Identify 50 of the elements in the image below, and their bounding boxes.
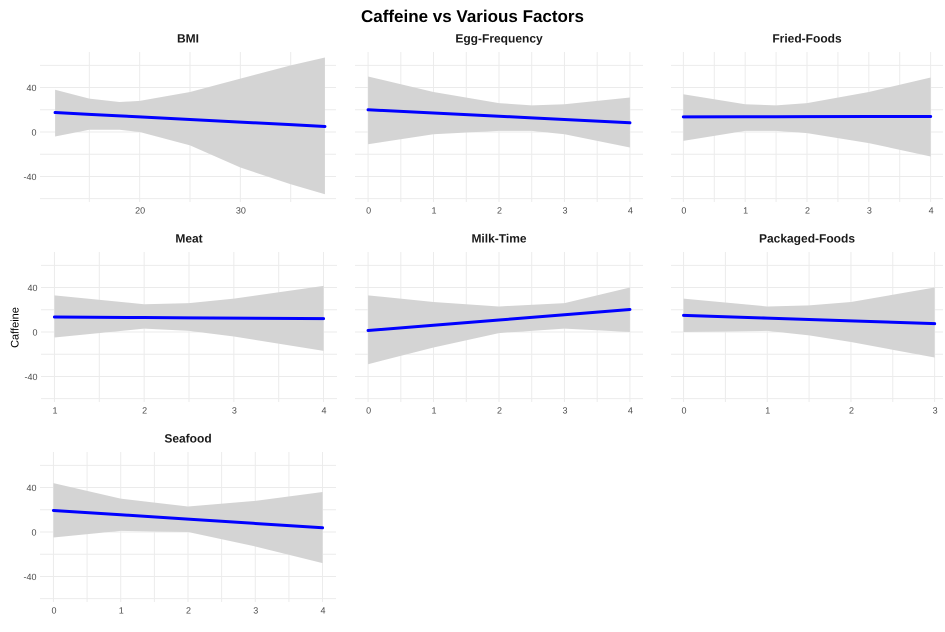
x-tick-label: 0 [681,206,686,216]
y-tick-label: 40 [27,283,38,294]
x-tick-label: 2 [186,606,192,616]
x-tick-label: 3 [232,406,237,416]
line-series [52,508,324,530]
x-tick-label: 3 [866,206,872,216]
y-axis-title: Caffeine [9,307,22,348]
x-tick-label: 4 [320,606,326,616]
x-tick-label: 30 [236,206,246,216]
x-tick-label: 2 [848,406,854,416]
x-tick-label: 3 [932,406,938,416]
x-tick-label: 4 [628,406,633,416]
x-tick-label: 0 [51,606,56,616]
x-tick-label: 4 [322,406,327,416]
x-tick-label: 0 [682,406,687,416]
x-tick-label: 3 [562,206,568,216]
chart-title: Fried-Foods [772,32,842,46]
y-tick-label: 0 [31,528,36,538]
chart-title: Milk-Time [471,232,527,246]
x-tick-label: 2 [496,206,502,216]
text: Caffeine vs Various Factors [360,6,585,28]
x-tick-label: 1 [118,606,124,616]
x-tick-label: 1 [743,206,748,216]
x-tick-label: 0 [366,406,372,416]
y-tick-label: -40 [23,172,36,182]
x-tick-label: 1 [432,406,437,416]
x-tick-label: 2 [496,406,502,416]
chart-title: BMI [177,32,199,46]
x-tick-label: 2 [804,206,810,216]
y-tick-label: -40 [23,572,36,582]
y-tick-label: 40 [26,83,36,94]
x-tick-label: 1 [765,406,770,416]
y-tick-label: 0 [32,328,38,338]
x-tick-label: 2 [142,406,148,416]
x-tick-label: 1 [432,206,437,216]
x-tick-label: 4 [928,206,934,216]
x-tick-label: 1 [52,406,58,416]
x-tick-label: 3 [562,406,568,416]
x-tick-label: 20 [135,206,146,216]
x-tick-label: 4 [628,206,633,216]
x-tick-label: 0 [366,206,372,216]
line-series [54,111,326,128]
chart-title: Seafood [164,432,212,446]
y-tick-label: 0 [31,128,36,138]
y-tick-label: -40 [24,372,38,382]
x-tick-label: 3 [253,606,258,616]
chart-title: Packaged-Foods [758,232,856,246]
y-tick-label: 40 [26,483,36,494]
chart-title: Meat [175,232,203,246]
chart-title: Egg-Frequency [455,32,543,46]
